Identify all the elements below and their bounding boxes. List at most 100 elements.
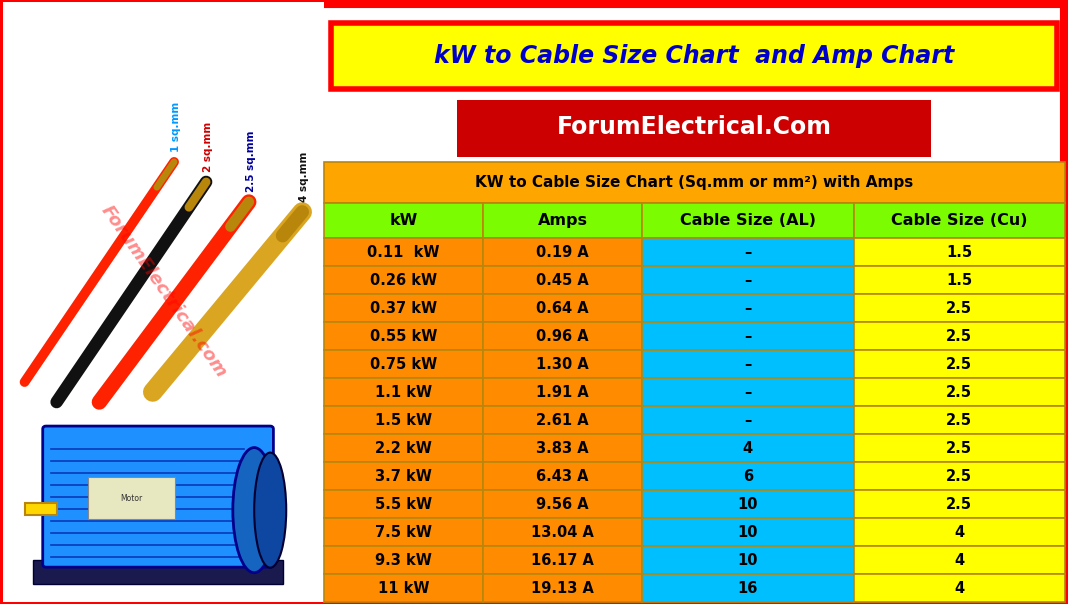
Text: –: –	[744, 245, 752, 260]
Text: 2.5: 2.5	[946, 441, 972, 455]
Text: 7.5 kW: 7.5 kW	[375, 525, 431, 539]
FancyBboxPatch shape	[324, 490, 483, 518]
Text: 2.5 sq.mm: 2.5 sq.mm	[246, 130, 256, 192]
Text: 4: 4	[954, 553, 964, 568]
Bar	[25, 503, 57, 515]
Text: –: –	[744, 329, 752, 344]
Text: 2.5: 2.5	[946, 356, 972, 371]
FancyBboxPatch shape	[324, 266, 483, 294]
Text: 1.5: 1.5	[946, 245, 972, 260]
FancyBboxPatch shape	[483, 238, 642, 266]
Text: KW to Cable Size Chart (Sq.mm or mm²) with Amps: KW to Cable Size Chart (Sq.mm or mm²) wi…	[475, 175, 913, 190]
FancyBboxPatch shape	[853, 434, 1065, 462]
FancyBboxPatch shape	[483, 378, 642, 406]
FancyBboxPatch shape	[483, 574, 642, 602]
Text: 0.11  kW: 0.11 kW	[367, 245, 440, 260]
FancyBboxPatch shape	[483, 322, 642, 350]
FancyBboxPatch shape	[642, 546, 853, 574]
FancyBboxPatch shape	[324, 162, 1065, 203]
FancyBboxPatch shape	[642, 406, 853, 434]
FancyBboxPatch shape	[324, 406, 483, 434]
Text: 1.5: 1.5	[946, 272, 972, 288]
Text: 4: 4	[954, 580, 964, 596]
Text: 16.17 A: 16.17 A	[531, 553, 594, 568]
Text: Cable Size (Cu): Cable Size (Cu)	[891, 213, 1027, 228]
Text: 1.1 kW: 1.1 kW	[375, 385, 431, 400]
FancyBboxPatch shape	[642, 490, 853, 518]
Text: 1.91 A: 1.91 A	[536, 385, 590, 400]
Text: 0.37 kW: 0.37 kW	[370, 301, 437, 316]
Text: 0.75 kW: 0.75 kW	[370, 356, 437, 371]
Text: 10: 10	[738, 525, 758, 539]
Text: 5.5 kW: 5.5 kW	[375, 496, 431, 512]
FancyBboxPatch shape	[642, 378, 853, 406]
Text: 19.13 A: 19.13 A	[531, 580, 594, 596]
Text: 2.5: 2.5	[946, 329, 972, 344]
Text: 2 sq.mm: 2 sq.mm	[203, 121, 214, 172]
Text: –: –	[744, 301, 752, 316]
FancyBboxPatch shape	[853, 350, 1065, 378]
Text: 1.30 A: 1.30 A	[536, 356, 590, 371]
Text: 0.26 kW: 0.26 kW	[370, 272, 437, 288]
Text: 4 sq.mm: 4 sq.mm	[299, 152, 310, 202]
Text: 2.2 kW: 2.2 kW	[375, 441, 431, 455]
FancyBboxPatch shape	[642, 322, 853, 350]
FancyBboxPatch shape	[324, 518, 483, 546]
FancyBboxPatch shape	[331, 22, 1057, 89]
Text: –: –	[744, 356, 752, 371]
Text: 9.3 kW: 9.3 kW	[375, 553, 431, 568]
Text: 11 kW: 11 kW	[377, 580, 429, 596]
FancyBboxPatch shape	[483, 350, 642, 378]
Text: 10: 10	[738, 553, 758, 568]
Text: –: –	[744, 272, 752, 288]
Text: 2.5: 2.5	[946, 413, 972, 428]
Text: 9.56 A: 9.56 A	[536, 496, 588, 512]
Text: 4: 4	[954, 525, 964, 539]
FancyBboxPatch shape	[457, 100, 931, 157]
Text: 0.64 A: 0.64 A	[536, 301, 588, 316]
FancyBboxPatch shape	[324, 462, 483, 490]
FancyBboxPatch shape	[853, 490, 1065, 518]
Text: 16: 16	[738, 580, 758, 596]
FancyBboxPatch shape	[642, 294, 853, 322]
FancyBboxPatch shape	[853, 203, 1065, 238]
Text: kW to Cable Size Chart  and Amp Chart: kW to Cable Size Chart and Amp Chart	[434, 44, 955, 68]
Text: 2.61 A: 2.61 A	[536, 413, 588, 428]
FancyBboxPatch shape	[853, 378, 1065, 406]
FancyBboxPatch shape	[324, 574, 483, 602]
FancyBboxPatch shape	[88, 477, 175, 519]
Text: 2.5: 2.5	[946, 301, 972, 316]
FancyBboxPatch shape	[853, 574, 1065, 602]
FancyBboxPatch shape	[642, 434, 853, 462]
FancyBboxPatch shape	[324, 238, 483, 266]
Text: Cable Size (AL): Cable Size (AL)	[680, 213, 816, 228]
FancyBboxPatch shape	[853, 462, 1065, 490]
FancyBboxPatch shape	[324, 203, 483, 238]
Text: 0.19 A: 0.19 A	[536, 245, 590, 260]
FancyBboxPatch shape	[642, 574, 853, 602]
FancyBboxPatch shape	[853, 406, 1065, 434]
FancyBboxPatch shape	[483, 294, 642, 322]
Text: 0.45 A: 0.45 A	[536, 272, 590, 288]
Text: 6: 6	[743, 469, 753, 484]
FancyBboxPatch shape	[642, 350, 853, 378]
FancyBboxPatch shape	[642, 518, 853, 546]
FancyBboxPatch shape	[483, 462, 642, 490]
FancyBboxPatch shape	[853, 266, 1065, 294]
Text: kW: kW	[389, 213, 418, 228]
FancyBboxPatch shape	[324, 322, 483, 350]
FancyBboxPatch shape	[43, 426, 273, 567]
FancyBboxPatch shape	[642, 238, 853, 266]
FancyBboxPatch shape	[853, 322, 1065, 350]
FancyBboxPatch shape	[33, 560, 283, 584]
FancyBboxPatch shape	[324, 546, 483, 574]
FancyBboxPatch shape	[483, 434, 642, 462]
Text: 2.5: 2.5	[946, 385, 972, 400]
Text: Motor: Motor	[121, 493, 142, 503]
Text: 0.55 kW: 0.55 kW	[370, 329, 437, 344]
Text: –: –	[744, 413, 752, 428]
FancyBboxPatch shape	[483, 203, 642, 238]
Text: 2.5: 2.5	[946, 496, 972, 512]
Text: 6.43 A: 6.43 A	[536, 469, 588, 484]
Text: 1.5 kW: 1.5 kW	[375, 413, 431, 428]
